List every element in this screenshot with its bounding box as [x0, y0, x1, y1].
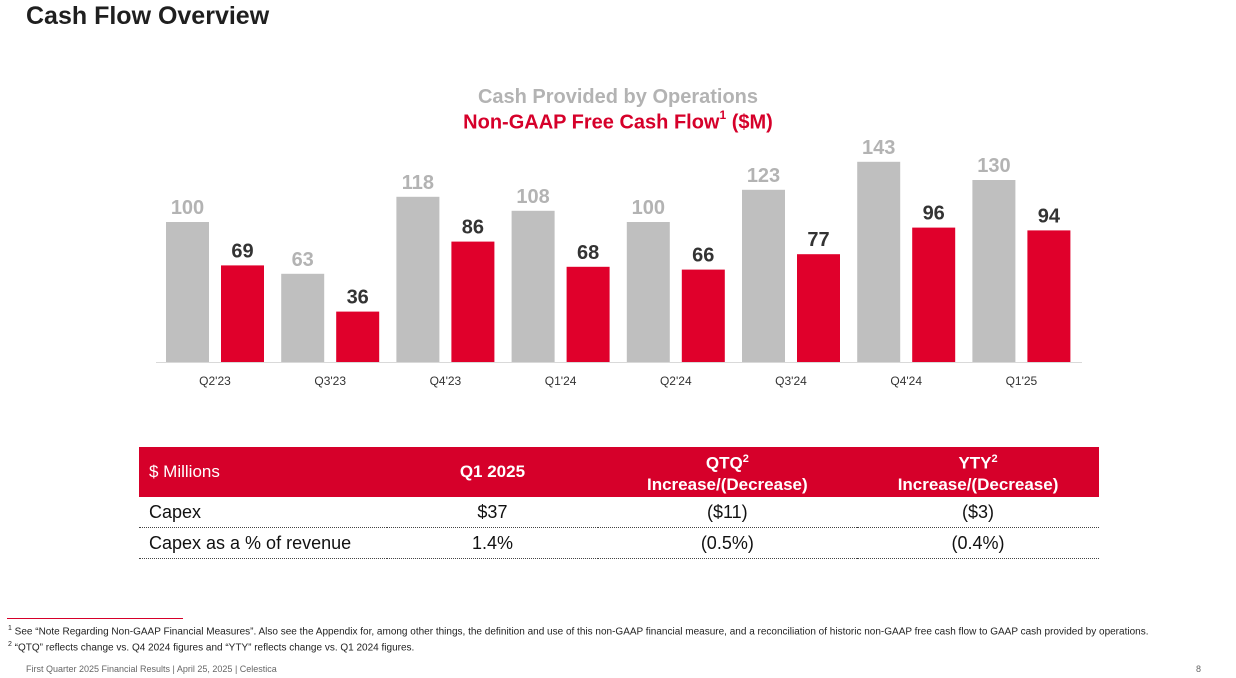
footnote-1: 1 See “Note Regarding Non-GAAP Financial… — [8, 625, 1148, 637]
ops-cash-value-label: 100 — [632, 197, 665, 219]
ops-cash-bar — [626, 222, 670, 362]
chart-subtitle: Non-GAAP Free Cash Flow1 ($M) — [0, 108, 1236, 135]
chart-subtitle-footnote-marker: 1 — [719, 108, 727, 122]
chart-subtitle-unit: ($M) — [726, 111, 773, 134]
header-qtq-line2: Increase/(Decrease) — [646, 475, 808, 495]
fcf-value-label: 94 — [1038, 205, 1061, 227]
fcf-value-label: 66 — [692, 245, 714, 267]
ops-cash-value-label: 143 — [862, 137, 895, 159]
ops-cash-bar — [972, 180, 1016, 362]
ops-cash-bar — [281, 273, 325, 362]
header-yty-sup: 2 — [991, 452, 998, 465]
fcf-bar — [451, 241, 495, 362]
ops-cash-value-label: 123 — [747, 165, 780, 187]
ops-cash-value-label: 108 — [516, 186, 549, 208]
row-q1-value: 1.4% — [387, 527, 598, 559]
ops-cash-bar — [857, 161, 901, 362]
ops-cash-value-label: 63 — [292, 249, 314, 271]
fcf-bar — [566, 266, 610, 362]
chart-subtitle-text: Non-GAAP Free Cash Flow — [463, 111, 720, 134]
x-tick-label: Q2'24 — [660, 374, 692, 388]
header-yty: YTY2 Increase/(Decrease) — [857, 447, 1099, 497]
ops-cash-bar — [166, 222, 209, 362]
ops-cash-bar — [396, 196, 440, 362]
header-q1-2025: Q1 2025 — [387, 447, 598, 497]
x-tick-label: Q3'23 — [314, 374, 346, 388]
row-q1-value: $37 — [387, 497, 598, 528]
row-label: Capex — [139, 497, 388, 528]
row-label: Capex as a % of revenue — [139, 527, 388, 559]
fcf-bar — [336, 311, 380, 362]
ops-cash-value-label: 118 — [402, 172, 434, 194]
x-tick-label: Q4'24 — [890, 374, 922, 388]
footnote-2-marker: 2 — [8, 641, 12, 648]
x-tick-label: Q1'25 — [1006, 374, 1038, 388]
row-yty-value: (0.4%) — [857, 527, 1099, 559]
row-qtq-value: ($11) — [597, 497, 858, 528]
page-number: 8 — [1196, 664, 1202, 674]
fcf-value-label: 68 — [577, 242, 599, 264]
ops-cash-bar — [511, 210, 555, 362]
footnote-2-text: “QTQ” reflects change vs. Q4 2024 figure… — [11, 642, 415, 654]
ops-cash-value-label: 100 — [171, 197, 204, 219]
fcf-bar — [797, 254, 840, 362]
page-title: Cash Flow Overview — [26, 2, 270, 30]
x-tick-label: Q1'24 — [545, 374, 577, 388]
header-yty-line1: YTY — [958, 453, 992, 473]
bar-chart: 100 69 Q2'23 63 36 Q3'23 118 86 Q4'23 108 68 Q1'24 1… — [156, 137, 1082, 388]
row-yty-value: ($3) — [857, 497, 1099, 528]
capex-table: $ Millions Q1 2025 QTQ2 Increase/(Decreas… — [139, 447, 1099, 559]
fcf-value-label: 86 — [462, 217, 484, 239]
footnote-2: 2 “QTQ” reflects change vs. Q4 2024 figu… — [8, 641, 414, 653]
fcf-value-label: 77 — [807, 229, 829, 251]
fcf-value-label: 69 — [231, 240, 253, 262]
table-row: Capex $37 ($11) ($3) — [139, 497, 1099, 528]
fcf-value-label: 36 — [347, 287, 369, 309]
row-qtq-value: (0.5%) — [597, 527, 858, 559]
chart-title: Cash Provided by Operations — [477, 86, 759, 108]
footnote-divider — [7, 618, 183, 619]
footnote-1-marker: 1 — [8, 625, 12, 632]
table-header-row: $ Millions Q1 2025 QTQ2 Increase/(Decreas… — [139, 447, 1099, 497]
footer-text: First Quarter 2025 Financial Results | A… — [26, 664, 277, 674]
fcf-bar — [912, 227, 956, 362]
fcf-bar — [221, 265, 264, 362]
header-millions: $ Millions — [139, 447, 388, 497]
header-yty-line2: Increase/(Decrease) — [897, 475, 1059, 495]
x-tick-label: Q4'23 — [430, 374, 462, 388]
header-qtq-sup: 2 — [742, 452, 749, 465]
x-tick-label: Q2'23 — [199, 374, 231, 388]
header-qtq-line1: QTQ — [705, 453, 743, 473]
fcf-value-label: 96 — [923, 203, 945, 225]
header-qtq: QTQ2 Increase/(Decrease) — [597, 447, 858, 497]
x-tick-label: Q3'24 — [775, 374, 807, 388]
footnote-1-text: See “Note Regarding Non-GAAP Financial M… — [11, 626, 1149, 638]
fcf-bar — [681, 269, 725, 362]
ops-cash-value-label: 130 — [977, 155, 1010, 177]
fcf-bar — [1027, 230, 1071, 362]
ops-cash-bar — [742, 189, 785, 362]
table-row: Capex as a % of revenue 1.4% (0.5%) (0.4… — [139, 527, 1099, 559]
